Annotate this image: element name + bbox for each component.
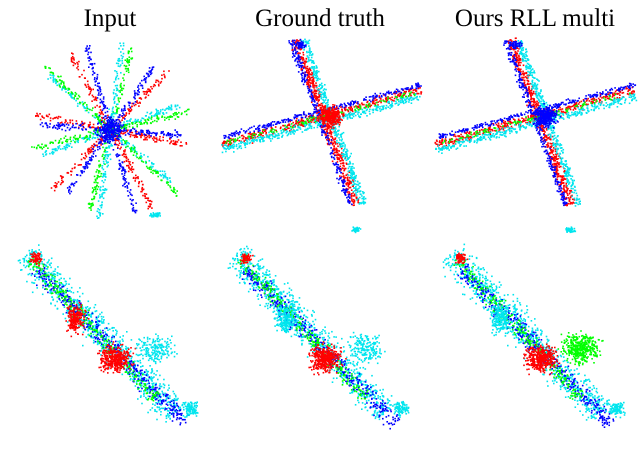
panel-input-row2 — [5, 238, 215, 443]
panel-ours-row1 — [430, 34, 640, 239]
point-cloud-input-row1 — [31, 42, 190, 219]
panel-ours-row2 — [430, 238, 640, 443]
point-cloud-ground-truth-row1 — [221, 38, 423, 234]
point-cloud-ground-truth-row2 — [227, 245, 410, 430]
point-cloud-input-row2 — [17, 244, 199, 426]
column-title-input: Input — [83, 5, 137, 32]
point-cloud-ours-row2 — [442, 243, 626, 428]
column-title-ground-truth: Ground truth — [255, 5, 385, 32]
point-cloud-ours-row1 — [434, 37, 638, 234]
panel-input-row1 — [5, 34, 215, 239]
panel-ground-truth-row1 — [215, 34, 425, 239]
panel-ground-truth-row2 — [215, 238, 425, 443]
column-title-ours-rll-multi: Ours RLL multi — [454, 5, 616, 32]
